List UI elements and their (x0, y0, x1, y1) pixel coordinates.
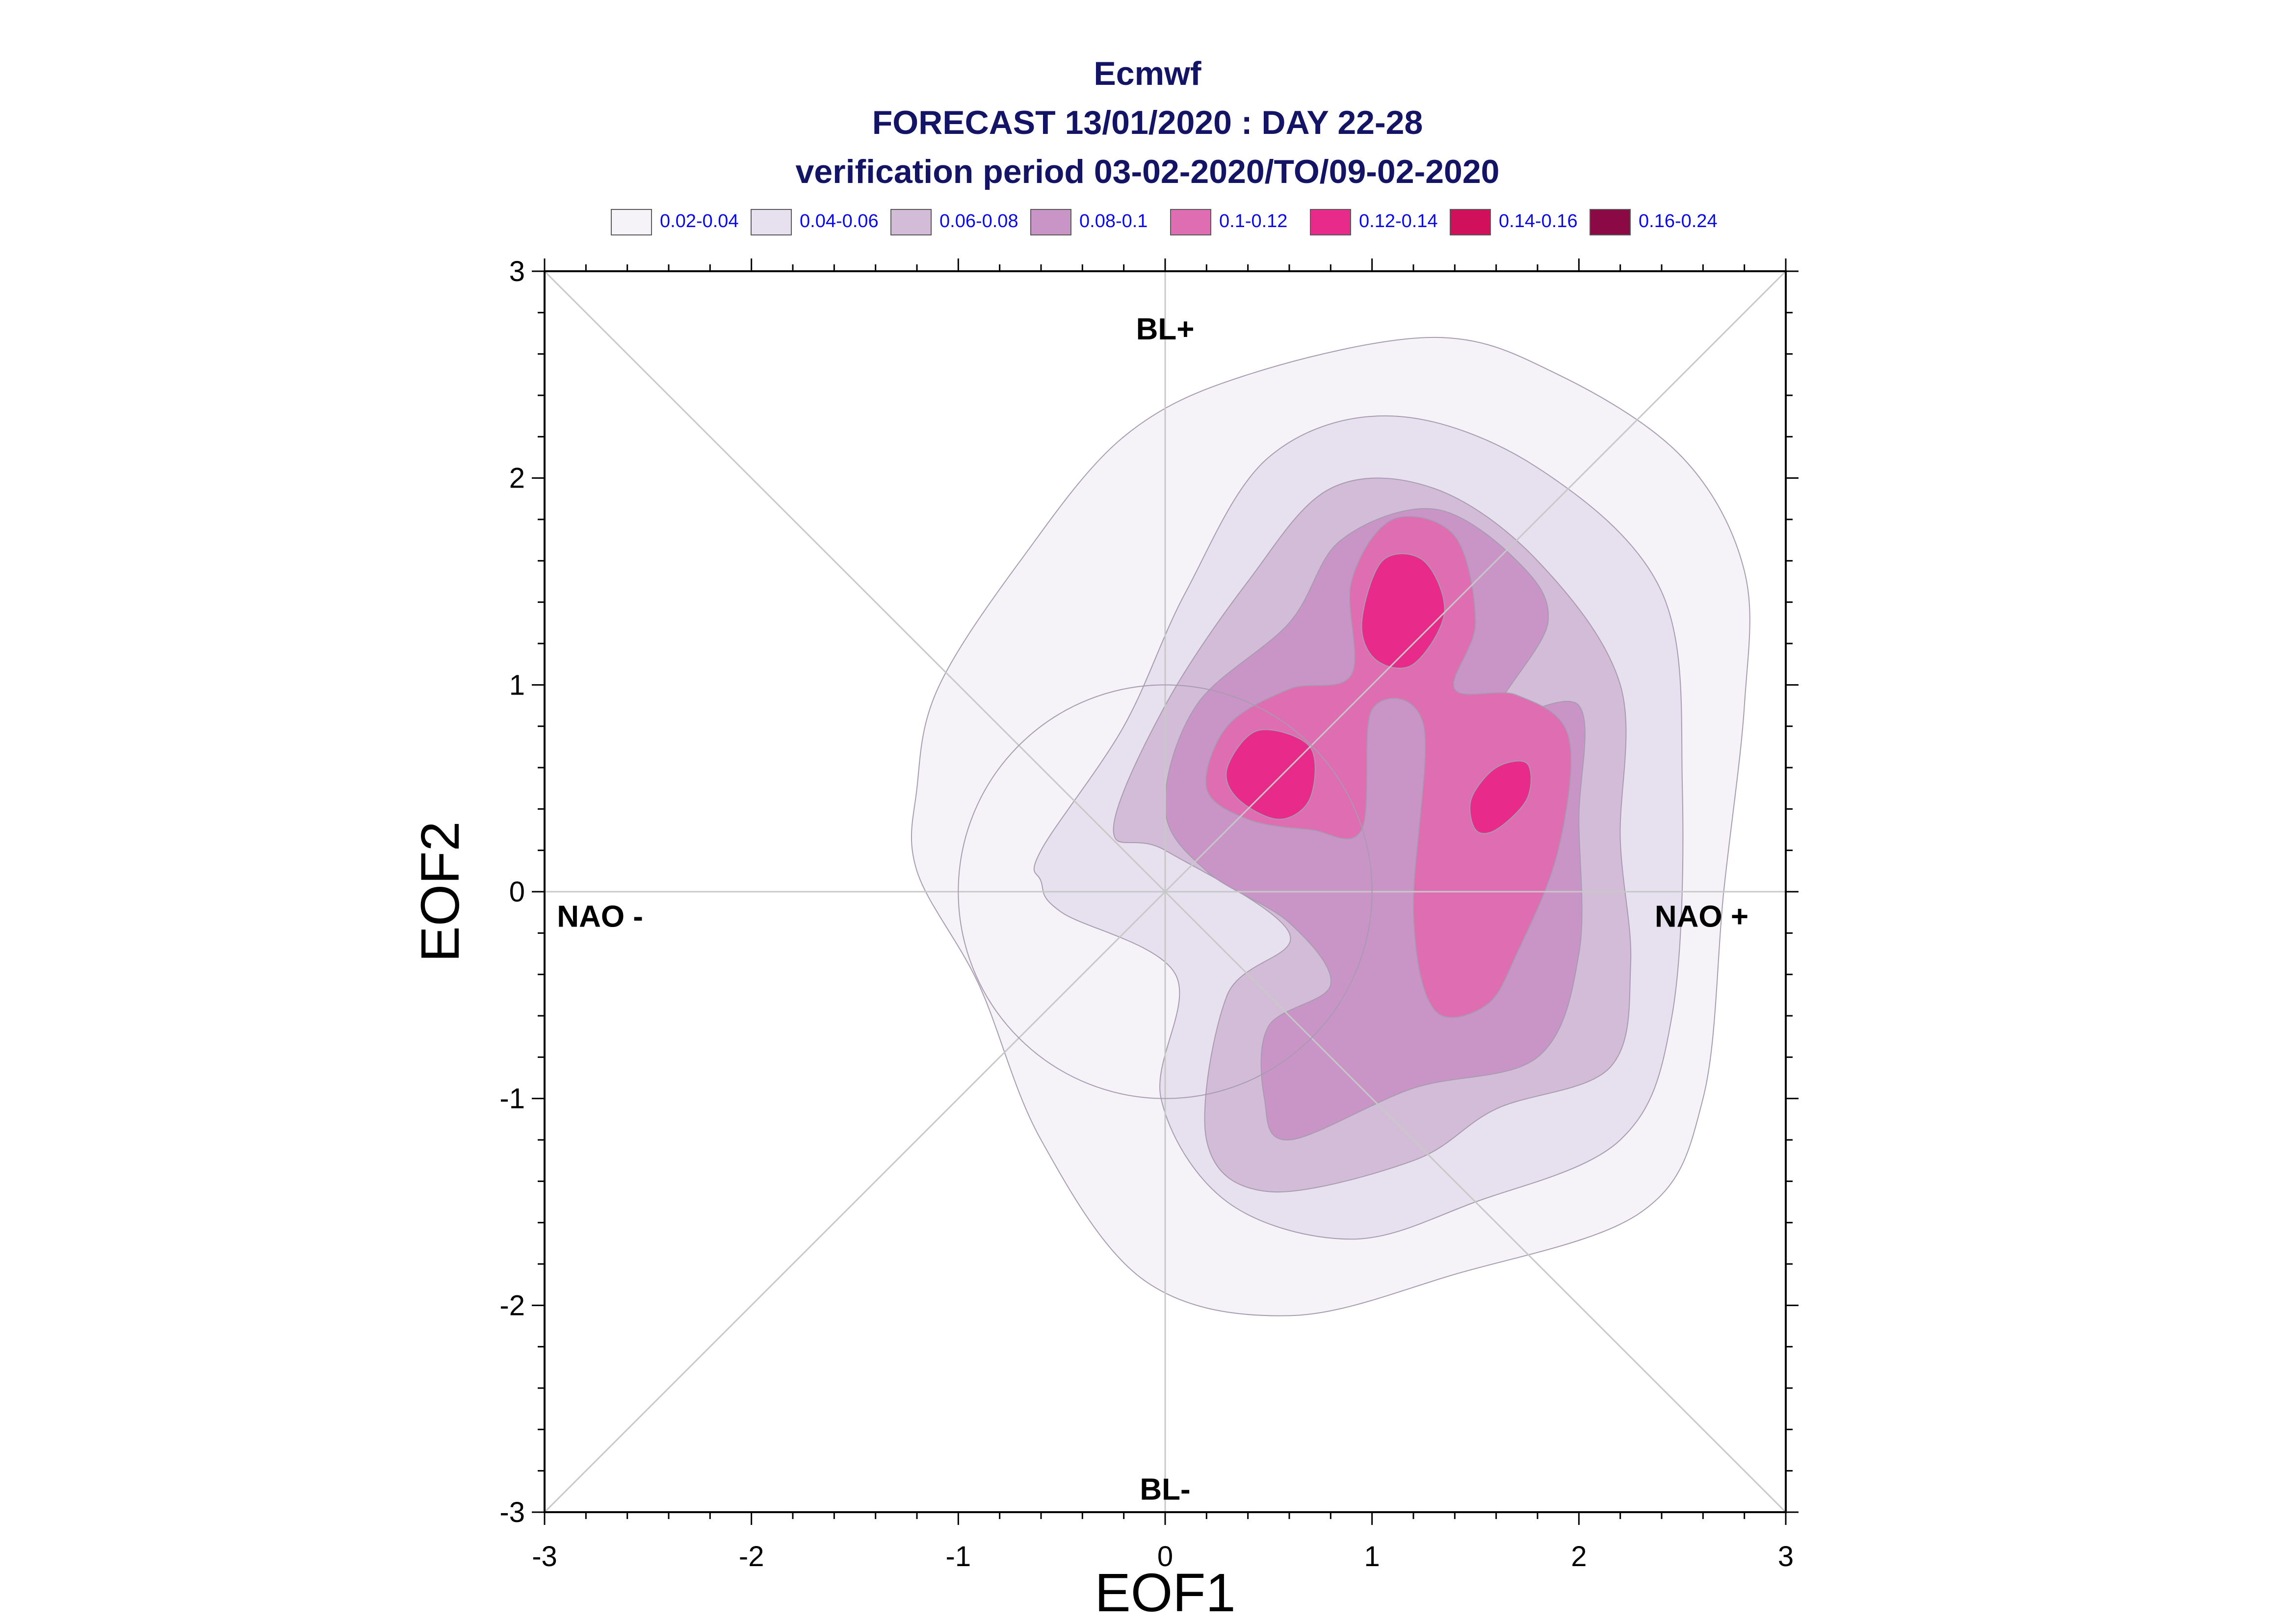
density-contour-0.12-0.14 (1226, 729, 1316, 820)
y-tick-label: 0 (509, 876, 525, 908)
legend-label: 0.08-0.1 (1079, 211, 1148, 232)
chart-title-block: Ecmwf FORECAST 13/01/2020 : DAY 22-28 ve… (0, 49, 2295, 196)
legend-swatch (1450, 209, 1491, 235)
axis-labels: -3 -2 -1 0 1 2 3 -3 -2 -1 0 1 2 3 EOF1 EOF2 BL+ BL- NAO - N… (410, 256, 1794, 1623)
legend-swatch (1310, 209, 1351, 235)
x-tick-label: 3 (1778, 1541, 1794, 1572)
legend-swatch (1030, 209, 1071, 235)
y-tick-label: -3 (499, 1496, 525, 1528)
quadrant-label-bottom: BL- (1140, 1473, 1190, 1507)
y-tick-label: 3 (509, 256, 525, 287)
y-tick-label: 2 (509, 463, 525, 494)
legend-label: 0.12-0.14 (1359, 211, 1438, 232)
legend-label: 0.04-0.06 (800, 211, 879, 232)
x-tick-label: -3 (532, 1541, 557, 1572)
x-tick-label: -1 (946, 1541, 971, 1572)
quadrant-label-top: BL+ (1136, 312, 1195, 346)
legend-label: 0.02-0.04 (660, 211, 739, 232)
legend-label: 0.14-0.16 (1499, 211, 1578, 232)
y-tick-label: -1 (499, 1083, 525, 1115)
quadrant-label-left: NAO - (557, 900, 643, 934)
x-tick-label: 1 (1364, 1541, 1380, 1572)
legend-swatch (611, 209, 652, 235)
legend-label: 0.16-0.24 (1639, 211, 1718, 232)
y-axis-label: EOF2 (410, 821, 470, 962)
axes (532, 258, 1799, 1525)
density-contours (911, 336, 1750, 1316)
legend-swatch (1170, 209, 1211, 235)
x-tick-label: -2 (739, 1541, 764, 1572)
x-tick-label: 2 (1571, 1541, 1587, 1572)
chart-subtitle-verification: verification period 03-02-2020/TO/09-02-… (795, 153, 1500, 190)
quadrant-label-right: NAO + (1655, 900, 1748, 934)
chart-title: Ecmwf (1094, 55, 1201, 92)
legend-swatch (890, 209, 932, 235)
x-axis-label: EOF1 (1095, 1563, 1235, 1623)
legend-label: 0.06-0.08 (939, 211, 1018, 232)
y-tick-label: 1 (509, 669, 525, 701)
legend-swatch (1590, 209, 1631, 235)
reference-lines (544, 270, 1787, 1513)
reference-circle (958, 684, 1373, 1099)
legend-swatch (751, 209, 792, 235)
y-tick-label: -2 (499, 1289, 525, 1321)
chart-subtitle-forecast: FORECAST 13/01/2020 : DAY 22-28 (872, 104, 1423, 141)
x-tick-label: 0 (1157, 1541, 1173, 1572)
density-contour-0.12-0.14 (1469, 760, 1532, 834)
legend-label: 0.1-0.12 (1219, 211, 1288, 232)
